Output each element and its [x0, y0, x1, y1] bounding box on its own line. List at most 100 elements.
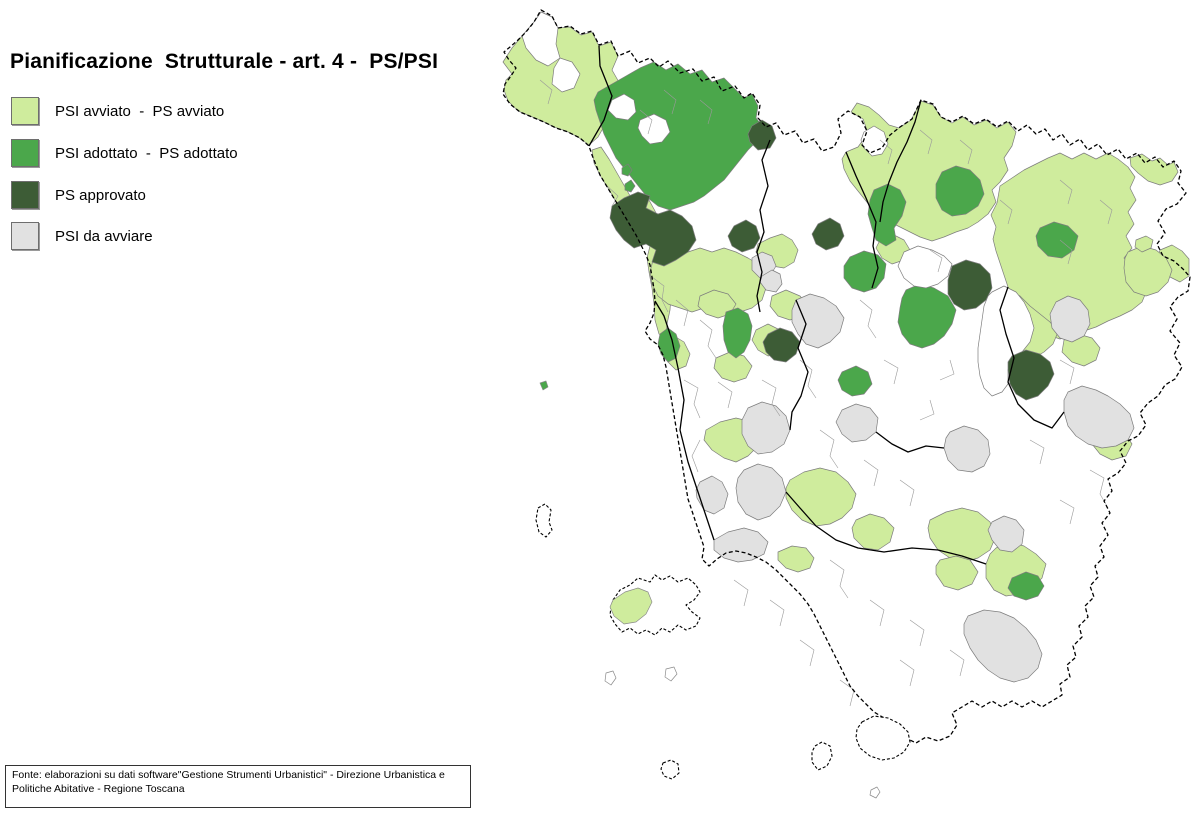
map-area-adottato: [722, 307, 753, 359]
province-border-line: [785, 491, 987, 565]
municipal-border-line: [799, 639, 815, 667]
municipal-border-line: [1059, 239, 1073, 265]
map-area-adottato: [1035, 221, 1079, 259]
map-area-adottato: [624, 179, 636, 193]
municipal-border-line: [691, 439, 701, 473]
map-area-approvato: [1007, 349, 1055, 401]
municipal-border-line: [879, 139, 893, 165]
legend-swatch-da-avviare: [11, 222, 39, 250]
province-border-line: [875, 431, 945, 453]
legend-item-label: PS approvato: [55, 186, 146, 204]
municipal-border-line: [909, 619, 925, 647]
municipal-border-line: [929, 249, 943, 273]
map-area-none: [860, 125, 889, 157]
municipal-border-line: [683, 379, 701, 419]
island-giannutri: [869, 786, 881, 799]
legend-item-da-avviare: PSI da avviare: [11, 222, 153, 250]
municipal-border-line: [999, 199, 1013, 225]
municipal-border-line: [639, 109, 653, 135]
municipal-border-line: [1059, 359, 1075, 385]
map-area-none: [977, 285, 1035, 397]
municipal-border-line: [899, 479, 915, 507]
municipal-border-line: [651, 276, 669, 313]
municipal-border-line: [1099, 199, 1113, 225]
municipal-border-line: [539, 79, 553, 105]
municipal-border-line: [939, 359, 955, 381]
municipal-border-line: [699, 99, 713, 125]
legend-swatch-avviato: [11, 97, 39, 125]
map-area-none: [897, 245, 953, 289]
map-area-da_avviare: [759, 269, 783, 293]
municipal-border-line: [663, 89, 677, 115]
map-area-adottato: [621, 163, 633, 177]
municipal-border-line: [899, 659, 915, 687]
map-area-approvato: [947, 259, 993, 311]
municipal-border-line: [869, 599, 885, 627]
map-area-avviato: [927, 507, 997, 563]
island-elba-west: [609, 587, 653, 625]
legend-swatch-approvato: [11, 181, 39, 209]
province-border-line: [756, 139, 771, 313]
municipal-border-line: [859, 299, 877, 339]
map-area-approvato: [811, 217, 845, 251]
municipal-border-line: [733, 579, 749, 607]
municipal-border-line: [1059, 179, 1073, 205]
municipal-border-line: [919, 129, 933, 155]
map-area-adottato: [897, 283, 957, 349]
map-area-da_avviare: [791, 293, 845, 349]
province-border-line: [999, 286, 1065, 429]
province-border-line: [654, 300, 715, 541]
legend-swatch-adottato: [11, 139, 39, 167]
province-border-line: [789, 299, 809, 431]
map-area-avviato: [649, 247, 767, 313]
map-area-avviato: [777, 545, 815, 573]
province-border-line: [879, 99, 922, 223]
map-area-avviato: [935, 555, 979, 591]
page-title: Pianificazione Strutturale - art. 4 - PS…: [10, 50, 439, 73]
municipal-border-line: [717, 381, 733, 409]
island-montecristo: [660, 759, 680, 780]
province-border-line: [845, 151, 879, 289]
source-box: Fonte: elaborazioni su dati software"Ges…: [5, 765, 471, 808]
map-area-avviato: [1123, 245, 1173, 297]
municipal-border-line: [829, 559, 849, 599]
municipal-border-line: [819, 429, 839, 469]
map-area-da_avviare: [835, 403, 879, 443]
map-area-none: [637, 113, 671, 145]
map-area-adottato: [935, 165, 985, 217]
source-text-line2: Politiche Abitative - Regione Toscana: [12, 782, 185, 795]
map-area-avviato: [1129, 153, 1179, 186]
municipal-border-line: [959, 139, 973, 165]
map-area-adottato: [843, 250, 887, 293]
map-area-adottato: [1007, 571, 1045, 601]
map-area-da_avviare: [735, 463, 787, 521]
municipal-border-line: [799, 359, 817, 399]
municipal-border-line: [699, 319, 717, 359]
municipal-border-line: [605, 184, 619, 207]
region-boundary: [502, 9, 1191, 744]
map-area-adottato: [837, 365, 873, 397]
map-area-approvato: [762, 327, 801, 363]
island-giglio: [811, 741, 833, 771]
legend-item-label: PSI avviato - PS avviato: [55, 102, 225, 120]
map-area-approvato: [727, 219, 761, 253]
island-gorgona: [539, 380, 549, 391]
island-argentario: [855, 715, 911, 761]
map-area-da_avviare: [963, 609, 1043, 683]
island-capraia: [535, 503, 553, 538]
municipal-border-line: [919, 399, 935, 421]
map-area-approvato: [609, 191, 697, 267]
map-area-none: [607, 93, 637, 121]
source-text-line1: Fonte: elaborazioni su dati software"Ges…: [12, 769, 445, 781]
municipal-border-line: [761, 379, 781, 417]
legend-item-label: PSI da avviare: [55, 227, 153, 245]
island-pianosa: [604, 670, 617, 686]
legend-item-approvato: PS approvato: [11, 181, 146, 209]
municipal-border-line: [675, 299, 689, 327]
map-area-da_avviare: [713, 527, 769, 563]
municipal-border-line: [949, 649, 965, 677]
legend-item-label: PSI adottato - PS adottato: [55, 144, 238, 162]
